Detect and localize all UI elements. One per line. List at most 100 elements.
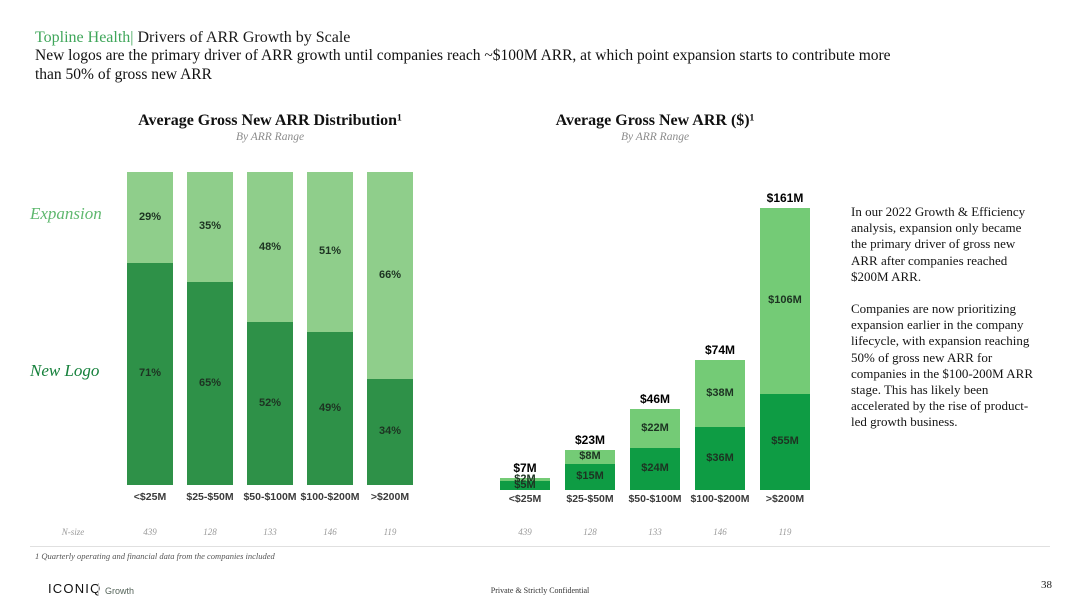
- bar-$25-$50M: 35% 65%: [187, 172, 233, 485]
- page-subtitle-line2: than 50% of gross new ARR: [35, 65, 212, 83]
- total-value-label: $161M: [766, 191, 804, 205]
- right-chart-title: Average Gross New ARR ($)¹: [555, 112, 755, 129]
- page-subtitle: New logos are the primary driver of ARR …: [35, 47, 1050, 84]
- expansion-value-label: 35%: [198, 220, 222, 233]
- nsize-value: 128: [583, 527, 597, 537]
- expansion-value-label: $2M: [514, 473, 536, 485]
- segment-new-logo: $55M: [760, 393, 810, 490]
- page-number: 38: [1041, 579, 1052, 591]
- commentary-paragraph-1: In our 2022 Growth & Efficiency analysis…: [851, 204, 1026, 284]
- bar-<$25M: 29% 71%: [127, 172, 173, 485]
- bar-$100-$200M: $38M $36M $74M: [695, 343, 745, 490]
- segment-new-logo: 52%: [247, 322, 293, 485]
- segment-new-logo: $15M: [565, 463, 615, 490]
- bar-$50-$100M: 48% 52%: [247, 172, 293, 485]
- segment-expansion: 66%: [367, 172, 413, 379]
- legend-label-expansion: Expansion: [30, 204, 102, 223]
- segment-new-logo: 49%: [307, 331, 353, 485]
- new-logo-value-label: 52%: [258, 397, 282, 410]
- iconiq-logo: ICONIQ: [48, 581, 102, 596]
- expansion-value-label: 66%: [378, 268, 402, 281]
- segment-expansion: 35%: [187, 172, 233, 282]
- dollar-chart-x-axis: <$25M $25-$50M $50-$100M $100-$200M >$200M: [500, 493, 810, 507]
- nsize-value: 119: [778, 527, 792, 537]
- right-chart-header: Average Gross New ARR ($)¹ By ARR Range: [505, 112, 805, 144]
- iconiq-growth-label: Growth: [105, 586, 135, 596]
- segment-new-logo: 71%: [127, 262, 173, 485]
- category-label: $25-$50M: [186, 491, 234, 503]
- commentary-text-block: In our 2022 Growth & Efficiency analysis…: [851, 204, 1039, 447]
- bar->$200M: 66% 34%: [367, 172, 413, 485]
- left-chart-header: Average Gross New ARR Distribution¹ By A…: [75, 112, 465, 144]
- new-logo-value-label: $36M: [706, 451, 734, 464]
- segment-expansion: $22M: [630, 409, 680, 448]
- segment-expansion: $38M: [695, 360, 745, 427]
- category-label: >$200M: [370, 491, 410, 503]
- expansion-value-label: $8M: [579, 450, 601, 463]
- bar-$25-$50M: $8M $15M $23M: [565, 433, 615, 490]
- new-logo-value-label: 49%: [318, 401, 342, 414]
- nsize-value: 133: [263, 527, 277, 537]
- bar-$100-$200M: 51% 49%: [307, 172, 353, 485]
- nsize-value: 119: [383, 527, 397, 537]
- segment-new-logo: $5M: [500, 479, 550, 492]
- category-label: $100-$200M: [300, 491, 360, 503]
- dollar-chart-plot: $2M $5M $7M $8M $15M $23M $22M $24M $46M $38M $36M…: [500, 191, 810, 492]
- nsize-value: 128: [203, 527, 217, 537]
- nsize-value: 146: [323, 527, 337, 537]
- new-logo-value-label: $24M: [641, 462, 669, 475]
- confidentiality-notice: Private & Strictly Confidential: [490, 586, 590, 595]
- legend-label-new-logo: New Logo: [30, 361, 100, 380]
- nsize-value: 439: [518, 527, 532, 537]
- segment-expansion: $2M: [500, 474, 550, 485]
- category-label: $50-$100M: [243, 491, 297, 503]
- category-label: <$25M: [508, 493, 542, 505]
- page-title-eyebrow: Topline Health|: [35, 29, 134, 46]
- page-subtitle-line1: New logos are the primary driver of ARR …: [35, 47, 891, 64]
- new-logo-value-label: $5M: [514, 479, 536, 492]
- total-value-label: $7M: [513, 460, 537, 475]
- nsize-value: 146: [713, 527, 727, 537]
- category-label: $25-$50M: [566, 493, 614, 505]
- distribution-chart-x-axis: <$25M $25-$50M $50-$100M $100-$200M >$200M: [127, 491, 413, 505]
- new-logo-value-label: $55M: [771, 435, 799, 448]
- category-label: >$200M: [765, 493, 805, 505]
- page-title-rest: Drivers of ARR Growth by Scale: [133, 29, 351, 46]
- segment-expansion: 48%: [247, 172, 293, 323]
- segment-expansion: $8M: [565, 449, 615, 464]
- expansion-value-label: $106M: [768, 294, 802, 307]
- category-label: $50-$100M: [628, 493, 682, 505]
- nsize-row-label: N-size: [61, 527, 85, 537]
- total-value-label: $46M: [639, 392, 671, 407]
- total-value-label: $74M: [704, 343, 736, 358]
- total-value-label: $23M: [574, 432, 606, 447]
- left-chart-subtitle: By ARR Range: [235, 131, 305, 143]
- footnote: 1 Quarterly operating and financial data…: [35, 551, 275, 561]
- bar-<$25M: $2M $5M $7M: [500, 461, 550, 492]
- category-label: <$25M: [133, 491, 167, 503]
- segment-expansion: $106M: [760, 208, 810, 394]
- logo-divider: [98, 583, 99, 596]
- new-logo-value-label: $15M: [576, 470, 604, 483]
- distribution-chart-plot: 29% 71% 35% 65% 48% 52% 51% 49% 66% 34%: [127, 172, 413, 485]
- right-chart-subtitle: By ARR Range: [620, 131, 690, 143]
- left-chart-title: Average Gross New ARR Distribution¹: [138, 112, 402, 129]
- expansion-value-label: $38M: [706, 387, 734, 400]
- expansion-value-label: 29%: [138, 210, 162, 223]
- bar-$50-$100M: $22M $24M $46M: [630, 392, 680, 490]
- segment-new-logo: $24M: [630, 447, 680, 490]
- expansion-value-label: $22M: [641, 422, 669, 435]
- slide-header: Topline Health| Drivers of ARR Growth by…: [35, 28, 1050, 84]
- new-logo-value-label: 65%: [198, 376, 222, 389]
- expansion-value-label: 51%: [318, 245, 342, 258]
- new-logo-value-label: 34%: [378, 425, 402, 438]
- expansion-value-label: 48%: [258, 240, 282, 253]
- segment-expansion: 29%: [127, 172, 173, 263]
- new-logo-value-label: 71%: [138, 367, 162, 380]
- nsize-value: 439: [143, 527, 157, 537]
- segment-expansion: 51%: [307, 172, 353, 332]
- horizontal-divider: [30, 546, 1050, 547]
- nsize-value: 133: [648, 527, 662, 537]
- bar->$200M: $106M $55M $161M: [760, 191, 810, 490]
